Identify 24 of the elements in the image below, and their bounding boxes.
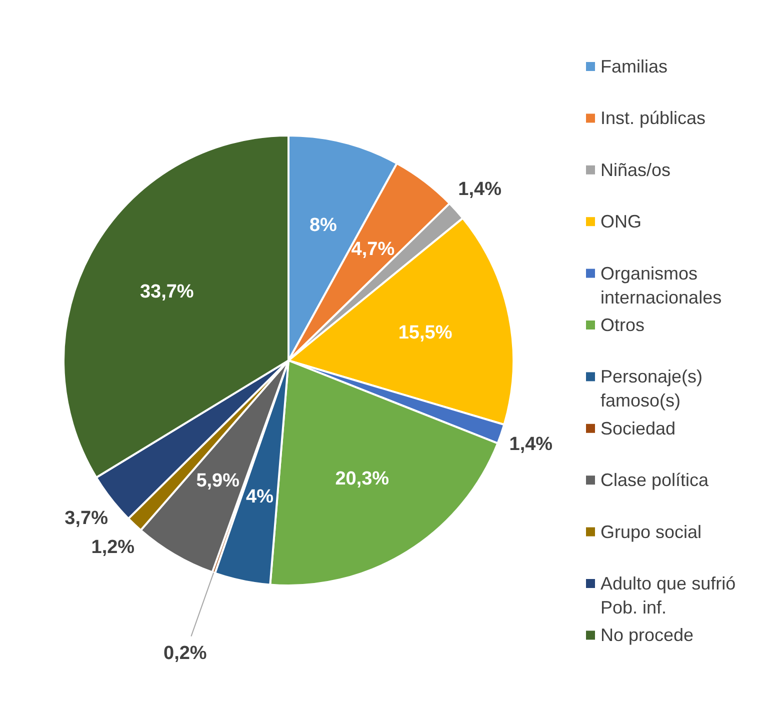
data-label: 8%	[309, 214, 338, 236]
legend-label: Adulto que sufrió Pob. inf.	[600, 574, 736, 618]
legend-label: Grupo social	[600, 522, 702, 542]
legend-label: Clase política	[600, 470, 710, 490]
data-label: 0,2%	[164, 642, 207, 664]
legend-label: ONG	[600, 212, 642, 232]
data-label: 1,4%	[458, 179, 502, 200]
data-label: 4,7%	[351, 238, 395, 260]
data-label: 3,7%	[64, 508, 108, 529]
data-label: 33,7%	[140, 282, 194, 303]
legend-label: No procede	[600, 625, 694, 646]
legend-label: Niñas/os	[600, 160, 671, 180]
legend-label: Familias	[600, 56, 668, 76]
legend-label: Sociedad	[600, 418, 676, 438]
legend-label: Inst. públicas	[600, 108, 706, 128]
data-label: 20,3%	[335, 468, 390, 490]
data-label: 4%	[246, 486, 274, 508]
data-label: 1,4%	[509, 434, 553, 455]
data-label: 5,9%	[196, 470, 240, 492]
data-label: 1,2%	[91, 536, 135, 558]
data-label: 15,5%	[398, 322, 452, 344]
legend-label: Organismos internacionales	[600, 263, 722, 308]
legend-label: Personaje(s) famoso(s)	[600, 366, 703, 411]
legend-label: Otros	[600, 315, 645, 335]
